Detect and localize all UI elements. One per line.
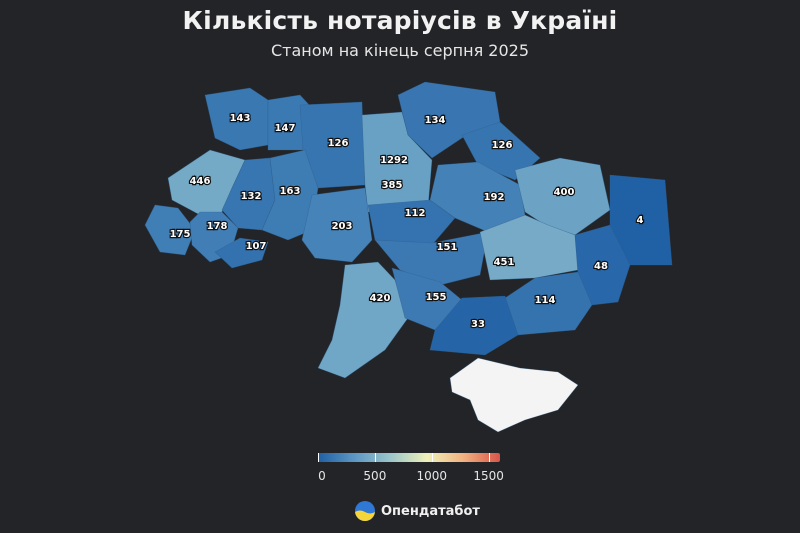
region-khmelnytskyi [261,149,319,241]
region-vinnytsia [301,187,373,263]
region-cherkasy [367,199,456,246]
brand: Опендатабот [355,500,480,522]
region-value-ternopil: 132 [241,191,262,202]
region-odesa [317,261,409,379]
region-value-zhytomyr: 126 [328,138,349,149]
region-luhansk [609,174,673,266]
region-value-volyn: 143 [230,113,251,124]
scale-tick [374,453,376,462]
region-value-kherson: 33 [471,319,485,330]
region-value-odesa: 420 [370,293,391,304]
color-scale-bar [318,453,500,462]
region-value-kirovohrad: 151 [437,242,458,253]
region-kherson [429,295,519,356]
region-value-dnipropetrovsk: 451 [494,257,515,268]
region-value-khmelnytskyi: 163 [280,186,301,197]
region-value-vinnytsia: 203 [332,221,353,232]
region-value-chernivtsi: 107 [246,241,267,252]
region-value-ivano-frankivsk: 178 [207,221,228,232]
scale-tick-label: 1000 [416,469,448,483]
region-value-zaporizhzhia: 114 [535,295,556,306]
region-value-sumy: 126 [492,140,513,151]
region-value-kyiv-oblast: 385 [382,180,403,191]
scale-tick [318,453,319,462]
scale-tick-label: 0 [318,469,326,483]
region-zhytomyr [299,101,366,189]
region-value-chernihiv: 134 [425,115,446,126]
scale-tick [488,453,490,462]
map-title: Кількість нотаріусів в Україні [182,6,618,35]
region-value-poltava: 192 [484,192,505,203]
map-subtitle: Станом на кінець серпня 2025 [270,41,530,60]
region-value-cherkasy: 112 [405,208,426,219]
scale-tick-label: 500 [363,469,387,483]
region-value-mykolaiv: 155 [426,292,447,303]
region-value-kharkiv: 400 [554,187,575,198]
region-crimea [449,357,579,433]
region-kirovohrad [374,231,489,286]
region-chernivtsi [214,237,269,269]
brand-logo-icon [355,501,375,521]
region-value-lviv: 446 [190,176,211,187]
scale-tick-label: 1500 [473,469,504,483]
region-value-zakarpattia: 175 [170,229,191,240]
region-value-luhansk: 4 [637,215,644,226]
region-kharkiv [514,157,611,236]
region-value-rivne: 147 [275,123,296,134]
brand-name: Опендатабот [381,503,480,519]
scale-tick [431,453,433,462]
region-value-kyiv-city: 1292 [380,155,408,166]
region-value-donetsk: 48 [594,261,608,272]
